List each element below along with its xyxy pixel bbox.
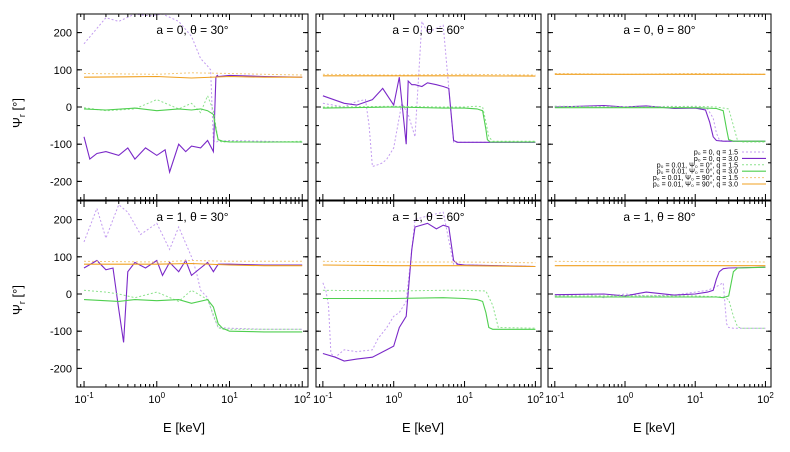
y-tick-label: 100 — [54, 65, 72, 77]
legend-entry-4: p₀ = 0.01, Ψ₀ = 0°, q = 3.0 — [657, 168, 738, 176]
panel-1-title: a = 0, θ = 30° — [156, 23, 228, 37]
panel-4: 200 100 0 -100 -200 10-1 100 101 102 a = 1, θ = 3… — [50, 200, 311, 406]
panel-2-series-1 — [322, 19, 536, 168]
panel-3-series-2 — [554, 104, 766, 142]
x-tick-label: 102 — [757, 391, 774, 406]
panel-6-series-4 — [554, 266, 766, 299]
panel-5-series-6 — [322, 264, 536, 268]
panel-1-series-3 — [83, 94, 303, 143]
y-tick-label: 0 — [66, 289, 72, 301]
panel-2-series-3 — [322, 105, 536, 142]
panel-1-series-4 — [83, 107, 303, 143]
x-axis-label-left: E [keV] — [163, 420, 205, 435]
x-axis-label-right: E [keV] — [633, 420, 675, 435]
y-tick-label: -200 — [50, 176, 72, 188]
x-tick-label: 101 — [687, 391, 704, 406]
panel-4-series-6 — [84, 262, 303, 267]
panel-6-series-3 — [554, 295, 766, 329]
y-tick-label: 200 — [54, 28, 72, 40]
panel-5-series-2 — [322, 222, 536, 362]
legend: p₀ = 0, q = 1.5p₀ = 0, q = 3.0p₀ = 0.01,… — [653, 150, 766, 189]
x-tick-label: 102 — [294, 391, 311, 406]
panel-5-series-1 — [322, 211, 536, 358]
y-tick-label: 200 — [54, 215, 72, 227]
y-axis-label-top: Ψr [°] — [10, 98, 27, 128]
x-tick-label: 101 — [456, 391, 473, 406]
y-tick-label: -100 — [50, 139, 72, 151]
x-tick-label: 10-1 — [313, 391, 333, 406]
panel-5-series-3 — [322, 289, 536, 329]
panel-4-title: a = 1, θ = 30° — [156, 210, 228, 224]
y-tick-label: -100 — [50, 326, 72, 338]
panel-3: a = 0, θ = 80° — [547, 13, 772, 201]
panel-5-series-5 — [322, 260, 536, 264]
panel-1-frame — [76, 13, 309, 201]
panel-2-series-2 — [322, 77, 536, 145]
panel-1-series-2 — [83, 74, 303, 175]
panel-5-series-4 — [322, 297, 536, 330]
panel-6-title: a = 1, θ = 80° — [623, 210, 695, 224]
x-tick-label: 100 — [617, 391, 634, 406]
panel-2: a = 0, θ = 60° — [315, 13, 542, 201]
x-tick-label: 10-1 — [545, 391, 565, 406]
panel-4-series-4 — [83, 298, 303, 333]
panel-4-series-2 — [83, 259, 303, 343]
x-tick-label: 10-1 — [74, 391, 94, 406]
panel-3-series-4 — [554, 107, 766, 142]
y-tick-label: 0 — [66, 102, 72, 114]
x-tick-label: 101 — [221, 391, 238, 406]
panel-4-frame — [76, 200, 309, 388]
panel-5: 10-1 100 101 102 a = 1, θ = 60° — [313, 200, 544, 406]
panel-6-series-2 — [554, 266, 766, 297]
panel-3-series-3 — [554, 105, 766, 143]
panel-4-series-1 — [83, 203, 303, 330]
y-tick-label: 100 — [54, 252, 72, 264]
panel-6-series-1 — [554, 281, 766, 329]
panel-5-title: a = 1, θ = 60° — [392, 210, 464, 224]
x-tick-label: 102 — [527, 391, 544, 406]
legend-entry-2: p₀ = 0, q = 3.0 — [694, 156, 738, 163]
panel-1-series-6 — [83, 75, 303, 79]
panel-1-series-5 — [83, 72, 303, 76]
x-axis-label-middle: E [keV] — [402, 420, 444, 435]
x-tick-label: 100 — [385, 391, 402, 406]
panel-1: 200 100 0 -100 -200 a = 0, θ = 30° — [50, 13, 309, 201]
x-tick-label: 100 — [148, 391, 165, 406]
panel-6-series-5 — [554, 260, 766, 263]
panel-2-title: a = 0, θ = 60° — [392, 23, 464, 37]
panel-3-series-1 — [554, 105, 766, 142]
legend-entry-3: p₀ = 0.01, Ψ₀ = 0°, q = 1.5 — [657, 161, 738, 169]
panel-4-series-5 — [83, 259, 303, 263]
panel-2-series-4 — [322, 106, 536, 143]
panel-6: 10-1 100 101 102 a = 1, θ = 80° — [545, 200, 774, 406]
y-axis-label-bottom: Ψr [°] — [10, 285, 27, 315]
panel-3-title: a = 0, θ = 80° — [623, 23, 695, 37]
legend-entry-1: p₀ = 0, q = 1.5 — [694, 150, 738, 157]
y-tick-label: -200 — [50, 363, 72, 375]
legend-entry-5: p₀ = 0.01, Ψ₀ = 90°, q = 1.5 — [653, 174, 738, 182]
panel-2-series-5 — [322, 73, 536, 76]
panel-5-frame — [315, 200, 542, 388]
legend-entry-6: p₀ = 0.01, Ψ₀ = 90°, q = 3.0 — [653, 181, 738, 189]
